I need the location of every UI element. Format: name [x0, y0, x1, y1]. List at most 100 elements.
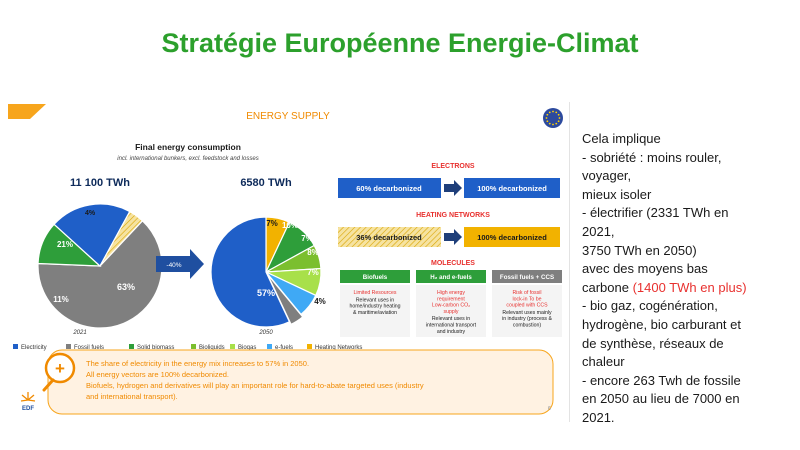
notes-line: chaleur — [582, 354, 625, 370]
chart-subtitle: incl. international bunkers, excl. feeds… — [117, 156, 258, 162]
pie-slice-label: 8% — [307, 248, 319, 257]
notes-line: Cela implique — [582, 131, 661, 146]
electrons-from-box — [338, 178, 441, 198]
molecule-header-box — [416, 270, 486, 283]
electrons-to-box — [464, 178, 560, 198]
pie-slice-label: 11% — [53, 295, 69, 304]
divider — [569, 102, 570, 422]
heating-to-box — [464, 227, 560, 247]
legend-item: e-fuels — [275, 345, 293, 351]
heating-from: 36% decarbonized — [356, 233, 422, 242]
molecule-header: Biofuels — [363, 274, 388, 281]
callout-line-3: Biofuels, hydrogen and derivatives will … — [86, 381, 424, 390]
molecule-body — [340, 285, 410, 337]
legend-swatch — [230, 344, 235, 349]
eu-star — [557, 113, 560, 116]
notes-line: 3750 TWh en 2050) — [582, 242, 697, 258]
electrons-arrow-icon — [444, 180, 462, 196]
notes-line: de synthèse, réseaux de — [582, 335, 724, 351]
eu-star — [558, 117, 561, 119]
legend-swatch — [13, 344, 18, 349]
electrons-from: 60% decarbonized — [356, 184, 422, 193]
pie-slice-heating-networks — [99, 210, 144, 267]
notes-line: voyager, — [582, 168, 632, 184]
molecule-header-box — [340, 270, 410, 283]
molecule-body — [492, 285, 562, 337]
eu-stars — [545, 110, 561, 126]
legend-swatch — [191, 344, 196, 349]
notes-line: 2021. — [582, 409, 615, 425]
pie-slice-label: 63% — [117, 282, 135, 292]
page-title: Stratégie Européenne Energie-Climat — [161, 28, 639, 58]
molecule-uses: Relevant uses in home/industry heating & m… — [349, 297, 400, 316]
callout-line-4: and international transport). — [86, 392, 178, 401]
pie-slice-label: 57% — [257, 288, 275, 298]
eu-star — [548, 122, 551, 125]
header-accent — [8, 104, 46, 119]
molecule-header: H₂ and e-fuels — [430, 274, 472, 281]
pie-2050-year: 2050 — [258, 330, 273, 336]
legend-item: Heating Networks — [315, 345, 362, 351]
pie-slice-fossil-fuels — [267, 274, 304, 326]
pie-2021: 63% 11% 21% 4% — [37, 203, 163, 329]
edf-logo-text: EDF — [22, 406, 34, 412]
callout-line-1: The share of electricity in the energy m… — [86, 359, 309, 368]
reduction-label: -40% — [166, 262, 181, 269]
heating-to: 100% decarbonized — [477, 233, 547, 242]
molecules-title: MOLECULES — [431, 260, 475, 267]
electrons-title: ELECTRONS — [431, 163, 475, 170]
pie-2050-total: 6580 TWh — [240, 177, 292, 189]
eu-star — [545, 117, 548, 119]
notes-line: - bio gaz, cogénération, — [582, 298, 718, 314]
legend-swatch — [66, 344, 71, 349]
pie-2050: 7% 10%7%8%7%4%57% — [210, 216, 326, 328]
molecule-risk: Limited Resources — [354, 290, 397, 296]
page-number: 6 — [548, 406, 551, 412]
notes-line: - encore 263 Twh de fossile — [582, 372, 741, 388]
eu-flag-icon — [543, 108, 563, 128]
notes-line: - sobriété : moins rouler, — [582, 149, 722, 165]
plus-icon — [44, 352, 76, 384]
eu-star — [548, 111, 551, 114]
pie-slice-label: 7% — [307, 268, 319, 277]
svg-text:+: + — [55, 359, 65, 378]
legend-swatch — [129, 344, 134, 349]
heating-from-box — [338, 227, 441, 247]
pie-slice-label: 4% — [85, 210, 96, 217]
notes-line: mieux isoler — [582, 186, 652, 202]
notes-line: carbone (1400 TWh en plus) — [582, 279, 747, 295]
slide-graphic: ENERGY SUPPLY Final energy consumption i… — [8, 104, 563, 415]
callout-line-2: All energy vectors are 100% decarbonized… — [86, 370, 229, 379]
legend-item: Solid biomass — [137, 345, 174, 351]
chart-title: Final energy consumption — [135, 142, 241, 152]
molecule-uses: Relevant uses mainly in industry (process… — [502, 310, 552, 329]
legend-swatch — [307, 344, 312, 349]
eu-star — [555, 122, 558, 125]
eu-star — [552, 110, 554, 113]
pie-slice-label: 7% — [301, 234, 313, 243]
slide-header: ENERGY SUPPLY — [246, 111, 330, 122]
notes-line: avec des moyens bas — [582, 261, 708, 277]
molecule-body — [416, 285, 486, 337]
molecule-header-box — [492, 270, 562, 283]
pie-slice-label: 10% — [282, 221, 298, 230]
notes-line: - électrifier (2331 TWh en — [582, 205, 729, 221]
eu-star — [552, 123, 554, 126]
legend-item: Biogas — [238, 345, 256, 351]
molecule-risk: High energy requirement Low-carbon CO₂ supp… — [432, 290, 470, 315]
heating-arrow-icon — [444, 229, 462, 245]
legend-swatch — [267, 344, 272, 349]
notes-line: 2021, — [582, 223, 615, 239]
edf-logo: EDF — [20, 392, 36, 412]
pie-slice-electricity — [210, 216, 291, 328]
pie-2021-year: 2021 — [72, 330, 86, 336]
eu-star — [546, 120, 549, 123]
eu-star — [557, 120, 560, 123]
pie-slice-fossil-fuels — [37, 219, 163, 329]
notes-line: en 2050 au lieu de 7000 en — [582, 391, 740, 407]
pie-slice-label: 4% — [314, 297, 326, 306]
legend: Electricity Fossil fuels Solid biomass Biol… — [13, 344, 362, 351]
electrons-to: 100% decarbonized — [477, 184, 547, 193]
eu-star — [546, 113, 549, 116]
